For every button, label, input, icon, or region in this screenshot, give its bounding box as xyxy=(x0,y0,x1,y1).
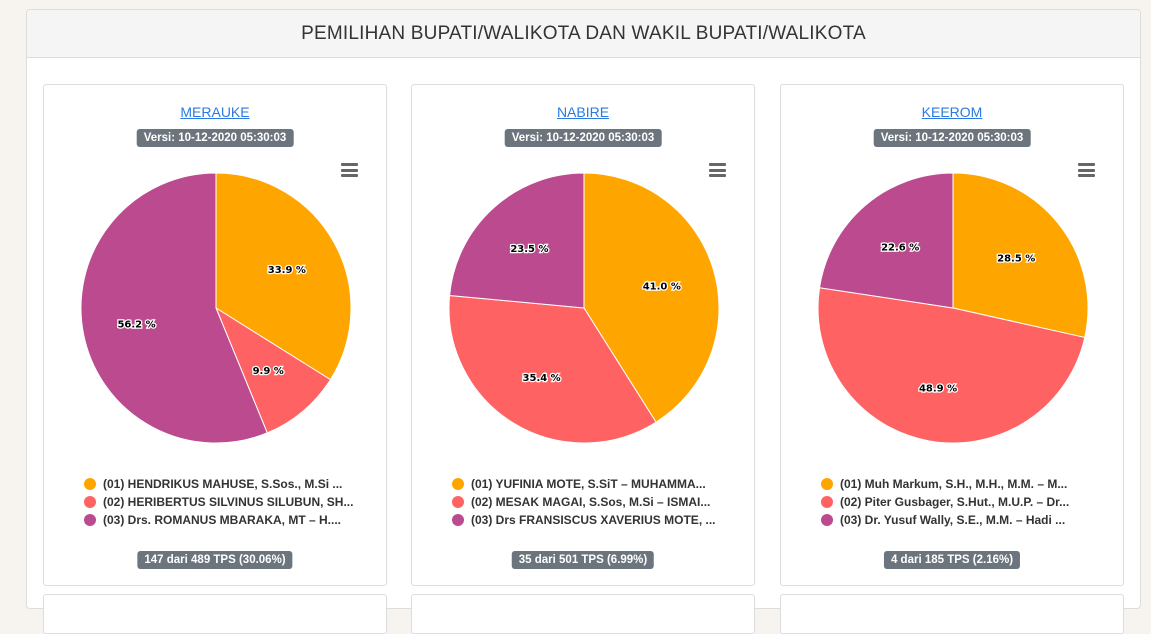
legend-dot xyxy=(821,514,833,526)
slice-data-label: 22.6 % xyxy=(881,243,919,254)
election-panel: PEMILIHAN BUPATI/WALIKOTA DAN WAKIL BUPA… xyxy=(26,9,1141,634)
legend-item-01[interactable]: (01) HENDRIKUS MAHUSE, S.Sos., M.Si ... xyxy=(84,475,369,493)
legend-dot xyxy=(452,478,464,490)
legend-item-03[interactable]: (03) Drs FRANSISCUS XAVERIUS MOTE, ... xyxy=(452,511,737,529)
legend-label: (01) Muh Markum, S.H., M.H., M.M. – M... xyxy=(840,477,1068,491)
hamburger-menu-icon[interactable] xyxy=(1078,163,1095,177)
legend-item-02[interactable]: (02) HERIBERTUS SILVINUS SILUBUN, SH... xyxy=(84,493,369,511)
chart-card-next xyxy=(411,594,755,634)
tps-badge: 4 dari 185 TPS (2.16%) xyxy=(883,551,1021,569)
pie-slice-3[interactable] xyxy=(818,172,954,309)
chart-card-keerom: KEEROM Versi: 10-12-2020 05:30:03 28.5 %… xyxy=(780,84,1124,586)
pie-slice-2[interactable] xyxy=(817,287,1086,444)
pie-chart: 33.9 % 9.9 % 56.2 % xyxy=(80,172,352,444)
region-link[interactable]: MERAUKE xyxy=(180,104,250,120)
legend-dot xyxy=(84,478,96,490)
slice-data-label: 9.9 % xyxy=(253,366,284,377)
chart-card-nabire: NABIRE Versi: 10-12-2020 05:30:03 41.0 %… xyxy=(411,84,755,586)
legend-label: (03) Drs. ROMANUS MBARAKA, MT – H.... xyxy=(103,513,342,527)
slice-data-label: 28.5 % xyxy=(997,253,1035,264)
region-link[interactable]: KEEROM xyxy=(921,104,983,120)
slice-data-label: 48.9 % xyxy=(919,384,957,395)
legend-item-01[interactable]: (01) YUFINIA MOTE, S.SiT – MUHAMMA... xyxy=(452,475,737,493)
slice-data-label: 56.2 % xyxy=(117,320,155,331)
legend-item-01[interactable]: (01) Muh Markum, S.H., M.H., M.M. – M... xyxy=(821,475,1106,493)
pie-slice-2[interactable] xyxy=(214,306,332,434)
version-badge: Versi: 10-12-2020 05:30:03 xyxy=(136,129,294,147)
legend-item-02[interactable]: (02) Piter Gusbager, S.Hut., M.U.P. – Dr… xyxy=(821,493,1106,511)
legend-dot xyxy=(452,514,464,526)
tps-badge: 35 dari 501 TPS (6.99%) xyxy=(511,551,655,569)
legend: (01) YUFINIA MOTE, S.SiT – MUHAMMA... (0… xyxy=(452,475,737,529)
slice-data-label: 33.9 % xyxy=(268,265,306,276)
pie-slice-1[interactable] xyxy=(583,172,720,423)
legend-item-03[interactable]: (03) Drs. ROMANUS MBARAKA, MT – H.... xyxy=(84,511,369,529)
legend: (01) HENDRIKUS MAHUSE, S.Sos., M.Si ... … xyxy=(84,475,369,529)
pie-chart: 28.5 % 48.9 % 22.6 % xyxy=(817,172,1089,444)
pie-chart: 41.0 % 35.4 % 23.5 % xyxy=(448,172,720,444)
version-badge: Versi: 10-12-2020 05:30:03 xyxy=(873,129,1031,147)
hamburger-menu-icon[interactable] xyxy=(341,163,358,177)
legend-label: (03) Drs FRANSISCUS XAVERIUS MOTE, ... xyxy=(471,513,716,527)
legend: (01) Muh Markum, S.H., M.H., M.M. – M...… xyxy=(821,475,1106,529)
legend-dot xyxy=(84,514,96,526)
legend-item-03[interactable]: (03) Dr. Yusuf Wally, S.E., M.M. – Hadi … xyxy=(821,511,1106,529)
legend-dot xyxy=(84,496,96,508)
legend-label: (01) HENDRIKUS MAHUSE, S.Sos., M.Si ... xyxy=(103,477,343,491)
legend-label: (02) HERIBERTUS SILVINUS SILUBUN, SH... xyxy=(103,495,354,509)
legend-label: (01) YUFINIA MOTE, S.SiT – MUHAMMA... xyxy=(471,477,706,491)
region-link[interactable]: NABIRE xyxy=(556,104,610,120)
pie-slice-1[interactable] xyxy=(215,172,352,381)
pie-slice-3[interactable] xyxy=(449,172,585,309)
pie-slice-2[interactable] xyxy=(448,294,657,444)
legend-dot xyxy=(452,496,464,508)
pie-slice-1[interactable] xyxy=(952,172,1089,339)
slice-data-label: 23.5 % xyxy=(510,244,548,255)
slice-data-label: 35.4 % xyxy=(523,373,561,384)
version-badge: Versi: 10-12-2020 05:30:03 xyxy=(504,129,662,147)
tps-badge: 147 dari 489 TPS (30.06%) xyxy=(137,551,293,569)
chart-card-next xyxy=(43,594,387,634)
legend-dot xyxy=(821,496,833,508)
panel-title: PEMILIHAN BUPATI/WALIKOTA DAN WAKIL BUPA… xyxy=(27,10,1140,58)
legend-item-02[interactable]: (02) MESAK MAGAI, S.Sos, M.Si – ISMAI... xyxy=(452,493,737,511)
legend-label: (02) MESAK MAGAI, S.Sos, M.Si – ISMAI... xyxy=(471,495,711,509)
hamburger-menu-icon[interactable] xyxy=(709,163,726,177)
chart-card-merauke: MERAUKE Versi: 10-12-2020 05:30:03 33.9 … xyxy=(43,84,387,586)
slice-data-label: 41.0 % xyxy=(643,282,681,293)
legend-label: (02) Piter Gusbager, S.Hut., M.U.P. – Dr… xyxy=(840,495,1070,509)
legend-label: (03) Dr. Yusuf Wally, S.E., M.M. – Hadi … xyxy=(840,513,1066,527)
pie-slice-3[interactable] xyxy=(80,172,268,444)
legend-dot xyxy=(821,478,833,490)
chart-card-next xyxy=(780,594,1124,634)
